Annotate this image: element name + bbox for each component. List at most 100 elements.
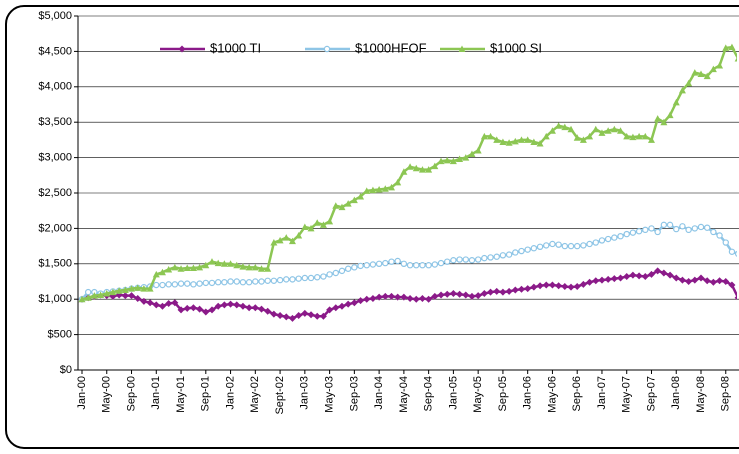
data-point	[177, 265, 185, 272]
data-point	[456, 256, 463, 263]
data-point	[134, 294, 142, 302]
data-point	[499, 252, 507, 259]
data-point	[388, 292, 395, 300]
data-point	[592, 125, 600, 133]
data-point	[357, 193, 365, 200]
data-point	[425, 295, 433, 303]
data-point	[623, 132, 631, 140]
data-point	[412, 295, 420, 303]
data-point	[561, 282, 569, 290]
data-point	[567, 242, 575, 250]
legend-marker	[458, 45, 466, 52]
data-point	[548, 127, 556, 134]
x-tick-label: Sep-05	[497, 376, 509, 411]
data-point	[425, 262, 432, 269]
data-point	[357, 297, 365, 305]
data-point	[703, 224, 711, 231]
data-point	[555, 282, 563, 290]
data-point	[561, 123, 569, 131]
data-point	[295, 275, 302, 282]
data-point	[140, 285, 148, 292]
data-point	[258, 278, 265, 285]
data-point	[326, 306, 334, 314]
x-tick-label: Jan-06	[522, 376, 534, 410]
data-point	[481, 254, 488, 262]
data-point	[375, 260, 383, 267]
data-point	[449, 157, 457, 165]
data-point	[431, 292, 439, 300]
data-point	[672, 274, 680, 282]
data-point	[159, 281, 166, 289]
data-point	[406, 262, 414, 269]
data-point	[709, 278, 717, 286]
data-point	[394, 178, 402, 186]
x-tick-label: May-01	[175, 376, 187, 413]
data-point	[487, 254, 494, 261]
data-point	[431, 261, 439, 268]
legend: $1000 TI $1000HFOF $1000 SI	[160, 40, 542, 55]
y-tick-label: $4,000	[38, 81, 72, 93]
data-point	[171, 263, 179, 271]
data-point	[518, 247, 525, 255]
data-point	[586, 278, 594, 286]
data-point	[487, 132, 495, 140]
data-point	[326, 217, 334, 225]
data-point	[190, 281, 197, 288]
data-point	[511, 137, 519, 145]
data-point	[332, 269, 339, 277]
data-point	[146, 285, 154, 292]
data-point	[196, 263, 204, 271]
data-point	[202, 308, 210, 316]
data-point	[165, 299, 173, 307]
x-tick-label: Jan-04	[373, 376, 385, 410]
x-tick-label: Sep-04	[423, 376, 435, 411]
data-point	[728, 248, 736, 255]
data-point	[381, 292, 389, 300]
data-point	[220, 301, 228, 309]
data-point	[617, 127, 625, 134]
data-point	[351, 264, 358, 271]
data-point	[227, 300, 235, 308]
data-point	[165, 281, 172, 288]
data-point	[598, 276, 606, 284]
data-point	[722, 239, 729, 246]
data-point	[227, 260, 235, 267]
data-point	[666, 111, 674, 119]
data-point	[623, 230, 630, 238]
data-point	[314, 274, 321, 281]
data-point	[617, 232, 624, 240]
data-point	[189, 264, 197, 272]
data-point	[239, 302, 247, 310]
data-point	[641, 273, 649, 281]
data-point	[474, 256, 482, 263]
data-point	[233, 261, 241, 269]
data-point	[270, 310, 278, 318]
x-tick-label: Jan-00	[76, 376, 88, 410]
data-point	[579, 136, 587, 143]
data-point	[691, 69, 699, 76]
data-point	[97, 291, 105, 298]
data-point	[487, 288, 495, 296]
y-tick-label: $2,000	[38, 222, 72, 234]
data-point	[245, 263, 253, 271]
x-tick-label: Sep-07	[645, 376, 657, 411]
data-point	[171, 299, 179, 307]
data-point	[629, 271, 637, 279]
data-point	[524, 246, 531, 253]
data-point	[153, 281, 160, 289]
data-point	[685, 226, 692, 234]
data-point	[220, 260, 228, 267]
data-point	[462, 291, 470, 299]
data-point	[319, 221, 327, 228]
data-point	[480, 290, 488, 298]
data-point	[400, 293, 408, 301]
data-point	[282, 313, 290, 321]
data-point	[84, 294, 92, 301]
data-point	[357, 262, 364, 270]
data-point	[574, 242, 581, 250]
data-point	[654, 267, 662, 275]
data-point	[604, 127, 612, 134]
data-point	[202, 279, 209, 287]
legend-marker	[178, 45, 186, 53]
data-point	[555, 241, 562, 248]
